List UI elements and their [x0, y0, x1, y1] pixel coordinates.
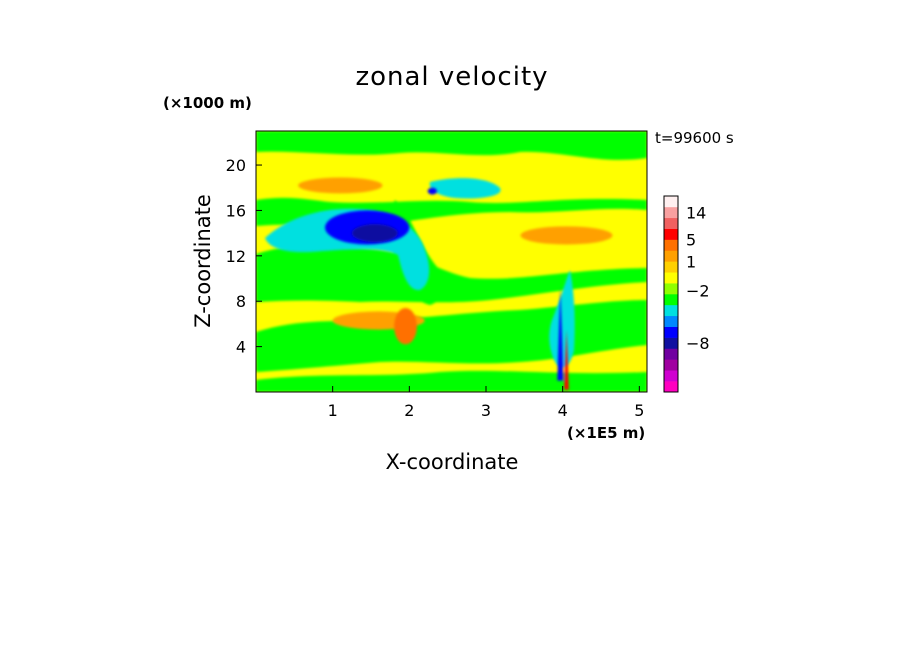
colorbar-tick-label: 5 — [686, 231, 696, 250]
colorbar-swatch — [664, 359, 678, 371]
green-band-top — [256, 131, 647, 160]
y-unit-label: (×1000 m) — [163, 94, 252, 112]
colorbar-swatch — [664, 228, 678, 240]
green-band-middle — [256, 244, 647, 303]
field-green-bands — [256, 131, 647, 392]
cyan-patch-tower — [549, 270, 575, 368]
colorbar-swatch — [664, 294, 678, 306]
x-tick-label: 5 — [634, 401, 644, 420]
field-blob-6 — [394, 308, 417, 345]
chart-title: zonal velocity — [355, 62, 548, 92]
cyan-patch-upper — [429, 178, 501, 199]
field-streak-7 — [557, 287, 564, 381]
field-streak-8 — [564, 329, 569, 390]
x-tick-label: 2 — [404, 401, 414, 420]
colorbar-swatch — [664, 348, 678, 360]
colorbar-swatch — [664, 283, 678, 295]
field-features — [298, 177, 613, 390]
x-unit-label: (×1E5 m) — [567, 424, 645, 442]
colorbar-swatch — [664, 370, 678, 382]
y-tick-label: 8 — [236, 292, 246, 311]
colorbar-tick-label: −8 — [686, 334, 710, 353]
colorbar-swatch — [664, 315, 678, 327]
y-tick-label: 20 — [226, 156, 246, 175]
plot-frame — [255, 130, 648, 393]
y-tick-label: 16 — [226, 201, 246, 220]
x-tick-label: 4 — [558, 401, 568, 420]
colorbar-swatch — [664, 250, 678, 262]
x-axis-label: X-coordinate — [386, 450, 519, 474]
field-blob-3 — [298, 177, 383, 194]
colorbar-swatch — [664, 381, 678, 393]
colorbar-swatch — [664, 239, 678, 251]
field-blob-4 — [520, 226, 613, 245]
colorbar-swatch — [664, 337, 678, 349]
colorbar-swatch — [664, 217, 678, 229]
colorbar-swatch — [664, 304, 678, 317]
y-axis-label: Z-coordinate — [191, 194, 215, 328]
colorbar-swatch — [664, 206, 678, 219]
colorbar-tick-label: 14 — [686, 203, 706, 222]
y-axis-ticks: 4 8 12 16 20 — [226, 156, 262, 357]
colorbar-swatch — [664, 326, 678, 338]
colorbar-swatch — [664, 261, 678, 273]
x-tick-label: 3 — [481, 401, 491, 420]
colorbar: 14 5 1 −2 −8 — [663, 195, 710, 393]
colorbar-swatch — [664, 272, 678, 284]
colorbar-frame — [663, 195, 679, 393]
plot-area — [256, 131, 647, 392]
colorbar-tick-label: 1 — [686, 252, 696, 271]
x-axis-ticks: 1 2 3 4 5 — [328, 386, 644, 420]
colorbar-tick-label: −2 — [686, 282, 710, 301]
field-blob-1 — [351, 224, 398, 243]
field-blob-2 — [427, 187, 437, 195]
green-band-bottom — [256, 370, 647, 392]
time-label: t=99600 s — [655, 129, 734, 147]
x-tick-label: 1 — [328, 401, 338, 420]
colorbar-swatch — [664, 196, 678, 208]
y-tick-label: 4 — [236, 338, 246, 357]
green-band-lower — [256, 300, 647, 372]
y-tick-label: 12 — [226, 247, 246, 266]
